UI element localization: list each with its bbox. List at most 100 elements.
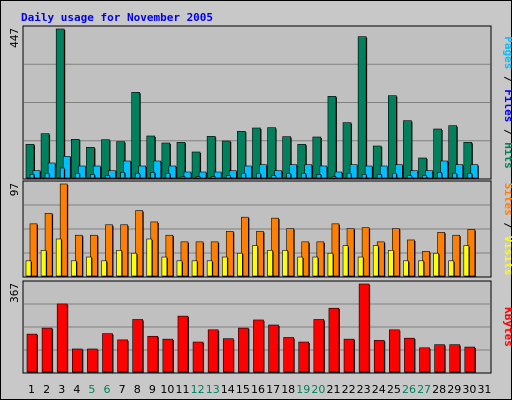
bar-visits-day-4	[74, 234, 83, 277]
bar-files-day-9	[153, 160, 162, 179]
day-label-8: 8	[134, 383, 141, 396]
bar-kbytes-day-26	[404, 337, 415, 373]
bar-visits-day-17	[271, 217, 279, 277]
bar-shadow	[332, 177, 337, 179]
bar-files-day-30	[470, 164, 479, 179]
bar-sites-day-28	[433, 252, 439, 277]
y-max-label: 367	[8, 283, 21, 303]
day-label-21: 21	[326, 383, 340, 396]
bar-kbytes-day-6	[102, 333, 113, 373]
bar-kbytes-day-29	[449, 344, 461, 373]
bar-visits-day-29	[452, 234, 461, 277]
bar-pages-day-24	[376, 174, 382, 179]
bar-pages-day-15	[241, 173, 246, 179]
day-label-30: 30	[462, 383, 476, 396]
bar-visits-day-14	[225, 231, 234, 277]
day-label-19: 19	[296, 383, 310, 396]
side-legend-hits_files_pages: Pages / Files / Hits	[502, 36, 512, 169]
bar-sites-day-5	[86, 256, 92, 277]
legend-text: /	[502, 216, 512, 236]
day-label-2: 2	[43, 383, 50, 396]
day-label-14: 14	[221, 383, 235, 396]
day-label-16: 16	[251, 383, 265, 396]
bar-hits-day-26	[403, 120, 412, 179]
bar-files-day-21	[334, 171, 343, 179]
bar-sites-day-2	[40, 250, 47, 277]
bar-pages-day-21	[331, 176, 337, 179]
bar-files-day-2	[47, 162, 56, 179]
bar-kbytes-day-23	[358, 283, 370, 373]
bar-pages-day-9	[150, 172, 156, 179]
bar-pages-day-29	[452, 173, 458, 179]
bar-kbytes-day-24	[373, 340, 385, 373]
day-label-26: 26	[402, 383, 416, 396]
day-label-3: 3	[58, 383, 65, 396]
bar-files-day-25	[395, 164, 403, 179]
bar-sites-day-23	[357, 256, 364, 277]
bar-files-day-16	[259, 164, 267, 179]
bar-pages-day-10	[165, 173, 171, 179]
panel-kbytes: 367 KBytes	[8, 280, 512, 374]
day-label-27: 27	[417, 383, 431, 396]
day-label-25: 25	[387, 383, 401, 396]
bar-pages-day-26	[407, 175, 412, 179]
y-max-label: 447	[8, 28, 21, 48]
bar-kbytes-day-14	[222, 338, 234, 373]
bar-sites-day-1	[25, 260, 32, 277]
bar-pages-day-14	[225, 175, 231, 179]
bar-sites-day-20	[312, 256, 319, 277]
bar-kbytes-day-12	[192, 341, 204, 373]
day-label-9: 9	[149, 383, 156, 396]
bar-pages-day-12	[195, 176, 201, 179]
bar-pages-day-2	[44, 173, 50, 179]
bar-sites-day-12	[191, 260, 198, 277]
bar-files-day-26	[410, 170, 418, 179]
bar-kbytes-day-4	[71, 348, 83, 373]
bar-kbytes-day-11	[177, 315, 189, 373]
panel-hits_files_pages: 447 Pages / Files / Hits	[8, 25, 512, 180]
bar-kbytes-day-7	[117, 339, 128, 373]
bar-visits-day-12	[195, 241, 204, 277]
bar-files-day-8	[138, 165, 146, 179]
day-label-7: 7	[119, 383, 126, 396]
bar-sites-day-21	[327, 252, 334, 277]
bar-kbytes-day-18	[283, 337, 294, 373]
bar-sites-day-22	[342, 245, 349, 277]
bar-files-day-12	[198, 171, 207, 179]
day-label-18: 18	[281, 383, 295, 396]
bar-sites-day-24	[372, 245, 379, 277]
bar-files-day-23	[364, 165, 373, 179]
bar-kbytes-day-19	[298, 341, 310, 373]
bar-pages-day-22	[346, 173, 352, 179]
day-label-10: 10	[160, 383, 174, 396]
bar-files-day-28	[440, 160, 448, 179]
bar-hits-day-8	[131, 92, 140, 179]
legend-text: Sites	[502, 183, 512, 216]
bar-hits-day-3	[55, 28, 65, 179]
bar-files-day-7	[123, 160, 131, 179]
bar-files-day-17	[274, 170, 282, 179]
bar-kbytes-day-25	[389, 329, 400, 373]
day-label-5: 5	[88, 383, 95, 396]
bar-files-day-29	[455, 164, 464, 179]
bar-pages-day-19	[301, 173, 307, 179]
bar-files-day-11	[183, 171, 192, 179]
bar-visits-day-10	[165, 234, 174, 277]
bar-hits-day-23	[357, 36, 367, 179]
bar-sites-day-9	[146, 238, 153, 277]
y-max-label: 97	[8, 183, 21, 196]
day-label-24: 24	[372, 383, 386, 396]
bar-shadow	[212, 177, 217, 179]
day-label-12: 12	[191, 383, 205, 396]
bar-visits-day-2	[44, 213, 53, 277]
bar-files-day-4	[77, 165, 86, 179]
bar-visits-day-11	[180, 241, 189, 277]
day-label-6: 6	[104, 383, 111, 396]
bar-sites-day-16	[252, 245, 258, 277]
bar-sites-day-26	[403, 260, 409, 277]
bar-shadow	[181, 177, 186, 179]
bar-kbytes-day-5	[87, 348, 98, 373]
bar-kbytes-day-9	[147, 335, 159, 373]
bar-files-day-14	[228, 170, 237, 179]
